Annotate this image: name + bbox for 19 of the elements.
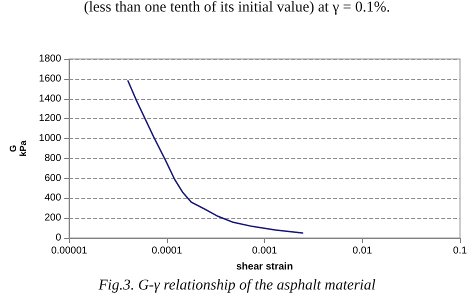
x-tick-label: 0.001 — [252, 246, 278, 256]
caption: Fig.3. G-γ relationship of the asphalt material — [97, 278, 376, 294]
x-tick-label: 0.00001 — [51, 246, 88, 256]
y-tick-label: 1400 — [38, 93, 62, 104]
y-tick-label: 1200 — [38, 113, 62, 124]
y-axis-title: G kPa — [8, 140, 28, 157]
y-tick-label: 1000 — [38, 133, 62, 144]
x-tick-label: 0.01 — [352, 246, 372, 256]
y-tick-label: 600 — [44, 172, 62, 184]
y-tick-label: 1800 — [38, 54, 62, 64]
y-tick-label: 1600 — [38, 73, 62, 84]
y-tick-label: 800 — [44, 152, 62, 164]
y-tick-label: 200 — [44, 212, 62, 224]
x-tick-label: 0.1 — [453, 246, 468, 256]
x-axis-title: shear strain — [236, 262, 293, 272]
text: (less than one tenth of its initial value) at γ = 0.1%. — [84, 0, 390, 16]
y-tick-label: 0 — [56, 232, 62, 244]
x-tick-label: 0.0001 — [152, 246, 183, 256]
y-tick-label: 400 — [44, 192, 62, 204]
